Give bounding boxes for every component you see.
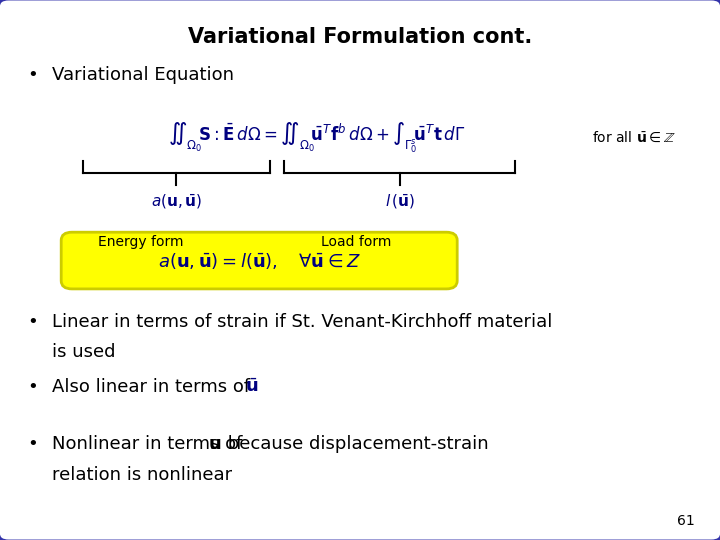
Text: Variational Formulation cont.: Variational Formulation cont.: [188, 27, 532, 47]
Text: $\iint_{\Omega_0}\!\mathbf{S}:\bar{\mathbf{E}}\,d\Omega = \iint_{\Omega_0}\!\bar: $\iint_{\Omega_0}\!\mathbf{S}:\bar{\math…: [168, 120, 466, 155]
Text: Nonlinear in terms of: Nonlinear in terms of: [52, 435, 248, 453]
Text: $a(\mathbf{u},\bar{\mathbf{u}})$: $a(\mathbf{u},\bar{\mathbf{u}})$: [150, 193, 202, 211]
Text: because displacement-strain: because displacement-strain: [222, 435, 489, 453]
FancyBboxPatch shape: [61, 232, 457, 289]
Text: $l\,(\bar{\mathbf{u}})$: $l\,(\bar{\mathbf{u}})$: [384, 193, 415, 211]
Text: •: •: [27, 378, 38, 396]
Text: •: •: [27, 313, 38, 331]
Text: is used: is used: [52, 343, 115, 361]
Text: Load form: Load form: [321, 235, 392, 249]
Text: •: •: [27, 66, 38, 84]
Text: u: u: [209, 435, 222, 453]
Text: Variational Equation: Variational Equation: [52, 66, 234, 84]
Text: relation is nonlinear: relation is nonlinear: [52, 466, 232, 484]
Text: Energy form: Energy form: [98, 235, 183, 249]
Text: for all $\bar{\mathbf{u}} \in \mathbb{Z}$: for all $\bar{\mathbf{u}} \in \mathbb{Z}…: [592, 131, 675, 145]
Text: $a(\mathbf{u},\bar{\mathbf{u}}) = l(\bar{\mathbf{u}}),\quad \forall\bar{\mathbf{: $a(\mathbf{u},\bar{\mathbf{u}}) = l(\bar…: [158, 251, 361, 271]
Text: 61: 61: [677, 514, 695, 528]
Text: $\bar{\mathbf{u}}$: $\bar{\mathbf{u}}$: [245, 378, 258, 396]
Text: Also linear in terms of: Also linear in terms of: [52, 378, 256, 396]
Text: Linear in terms of strain if St. Venant-Kirchhoff material: Linear in terms of strain if St. Venant-…: [52, 313, 552, 331]
Text: •: •: [27, 435, 38, 453]
